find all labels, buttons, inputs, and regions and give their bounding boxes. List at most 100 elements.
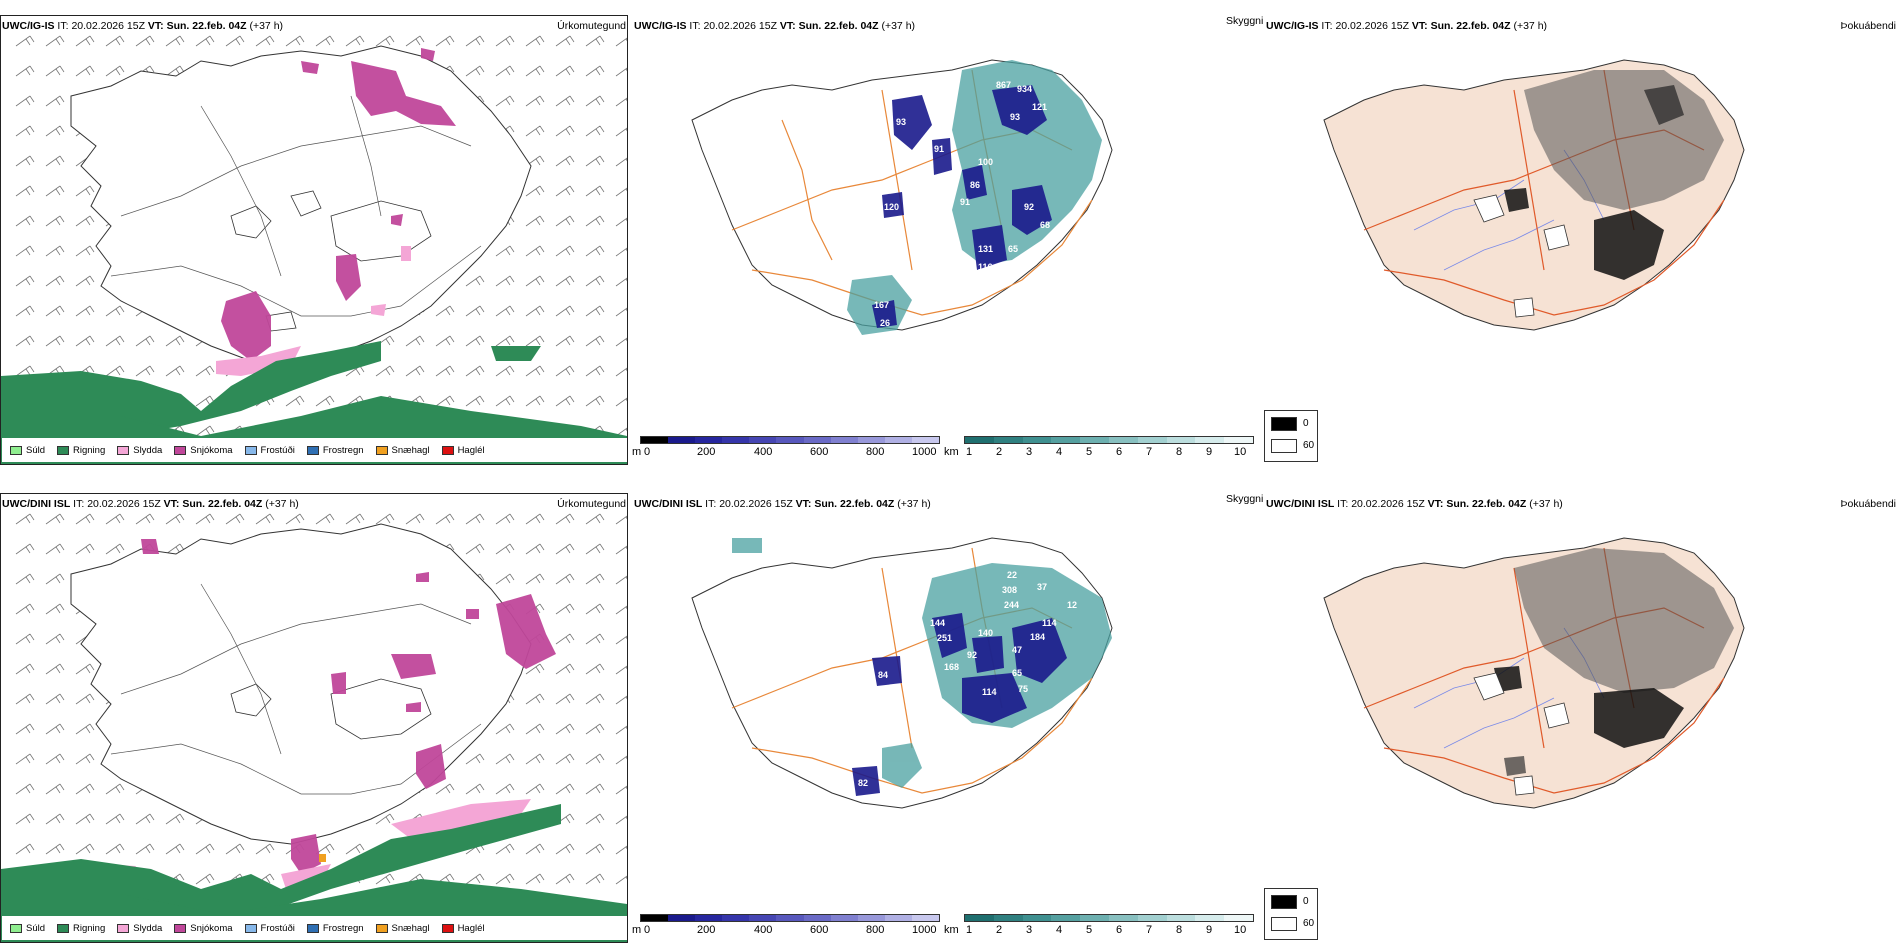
- visibility-tick: 3: [1026, 924, 1033, 936]
- wind-barb: [15, 843, 35, 855]
- legend-label: Snjókoma: [190, 922, 233, 934]
- wind-barb: [45, 783, 65, 795]
- wind-barb: [75, 245, 95, 257]
- wind-barb: [15, 95, 35, 107]
- wind-barb: [525, 513, 545, 525]
- wind-barb: [495, 275, 515, 287]
- wind-barb: [555, 395, 575, 407]
- wind-barb: [555, 663, 575, 675]
- it-value: 20.02.2026 15Z: [87, 498, 161, 510]
- cloud-base-bar: [640, 914, 940, 922]
- cloud-base-labels: 22 308 244 37 12 144 251 140 92 47 114 1…: [858, 570, 1077, 788]
- cloud-base-tick: 0: [644, 446, 651, 458]
- vt-label: VT:: [795, 498, 812, 510]
- cloud-base-tick: 800: [866, 446, 885, 458]
- wind-barb: [75, 753, 95, 765]
- fog-legend-low: 0: [1303, 418, 1309, 429]
- visibility-unit: km: [944, 446, 959, 458]
- wind-barb: [555, 335, 575, 347]
- wind-barb: [225, 35, 245, 47]
- wind-barb: [585, 513, 605, 525]
- glacier-langjokull: [230, 205, 272, 239]
- wind-barb: [75, 693, 95, 705]
- wind-barb: [615, 37, 627, 47]
- wind-barb: [615, 605, 627, 615]
- visibility-tick: 10: [1234, 924, 1247, 936]
- wind-barb: [285, 395, 305, 407]
- wind-barb: [15, 365, 35, 377]
- road-network: [110, 95, 482, 317]
- cloud-base-tick: 1000: [912, 446, 937, 458]
- wind-barb: [435, 365, 455, 377]
- lead-time: (+37 h): [881, 20, 916, 32]
- wind-barb: [465, 35, 485, 47]
- glacier-langjokull: [230, 683, 272, 717]
- legend-item: Frostregn: [306, 923, 364, 934]
- wind-barb: [465, 873, 485, 885]
- fog-panel: UWC/IG-IS IT: 20.02.2026 15Z VT: Sun. 22…: [1264, 0, 1900, 470]
- wind-barb: [15, 663, 35, 675]
- wind-barb: [105, 843, 125, 855]
- forecast-row-bottom: UWC/DINI ISL IT: 20.02.2026 15Z VT: Sun.…: [0, 478, 1900, 948]
- visibility-tick: 3: [1026, 446, 1033, 458]
- wind-barb: [585, 573, 605, 585]
- wind-barb: [15, 275, 35, 287]
- cloud-base-value: 91: [960, 197, 970, 207]
- legend-swatch: [306, 923, 319, 933]
- wind-barb: [525, 275, 545, 287]
- wind-barb: [555, 513, 575, 525]
- vt-label: VT:: [1427, 498, 1444, 510]
- wind-barb: [435, 513, 455, 525]
- wind-barb: [75, 513, 95, 525]
- wind-barb: [315, 35, 335, 47]
- legend-swatch: [441, 923, 454, 933]
- precip-map-frame: Súld Rigning Slydda Snjókoma Frostúði Fr…: [0, 493, 628, 943]
- wind-barb: [465, 365, 485, 377]
- cloud-base-tick: 200: [697, 446, 716, 458]
- wind-barb: [15, 783, 35, 795]
- glacier-vatnajokull: [330, 200, 432, 262]
- legend-item: Slydda: [117, 923, 162, 934]
- wind-barb: [525, 365, 545, 377]
- wind-barb: [45, 185, 65, 197]
- wind-barb: [375, 35, 395, 47]
- wind-barb: [375, 813, 395, 825]
- legend-label: Frostregn: [322, 444, 364, 456]
- wind-barb: [585, 693, 605, 705]
- legend-swatch: [306, 445, 319, 455]
- wind-barb: [585, 543, 605, 555]
- wind-barb: [615, 367, 627, 377]
- vt-label: VT:: [163, 498, 180, 510]
- fog-legend-high: 60: [1303, 440, 1315, 451]
- wind-barb: [525, 35, 545, 47]
- cloud-base-unit: m: [632, 446, 642, 458]
- cloud-base-bar: [640, 436, 940, 444]
- wind-barb: [195, 513, 215, 525]
- wind-barb: [15, 305, 35, 317]
- cloud-base-areas: [852, 613, 1067, 796]
- precip-map: [1, 35, 627, 464]
- wind-barb: [615, 575, 627, 585]
- visibility-tick: 8: [1176, 446, 1183, 458]
- wind-barb: [45, 663, 65, 675]
- cloud-base-value: 65: [1012, 668, 1022, 678]
- wind-barb: [45, 753, 65, 765]
- wind-barb: [525, 305, 545, 317]
- it-value: 20.02.2026 15Z: [1351, 498, 1425, 510]
- wind-barb: [615, 515, 627, 525]
- visibility-panel: UWC/IG-IS IT: 20.02.2026 15Z VT: Sun. 22…: [632, 0, 1264, 470]
- wind-barb: [615, 545, 627, 555]
- wind-barb: [195, 365, 215, 377]
- legend-item: Súld: [10, 923, 45, 934]
- vt-value: Sun. 22.feb. 04Z: [798, 20, 879, 32]
- fog-legend-dark-swatch: [1271, 895, 1297, 909]
- precip-map-frame: Súld Rigning Slydda Snjókoma Frostúði Fr…: [0, 15, 628, 465]
- cloud-base-value: 93: [896, 117, 906, 127]
- cloud-base-value: 116: [978, 262, 993, 272]
- wind-barb: [15, 633, 35, 645]
- hail-areas: [319, 854, 326, 862]
- wind-barb: [105, 365, 125, 377]
- wind-barb: [465, 275, 485, 287]
- wind-barb: [585, 365, 605, 377]
- cloud-base-value: 91: [934, 144, 944, 154]
